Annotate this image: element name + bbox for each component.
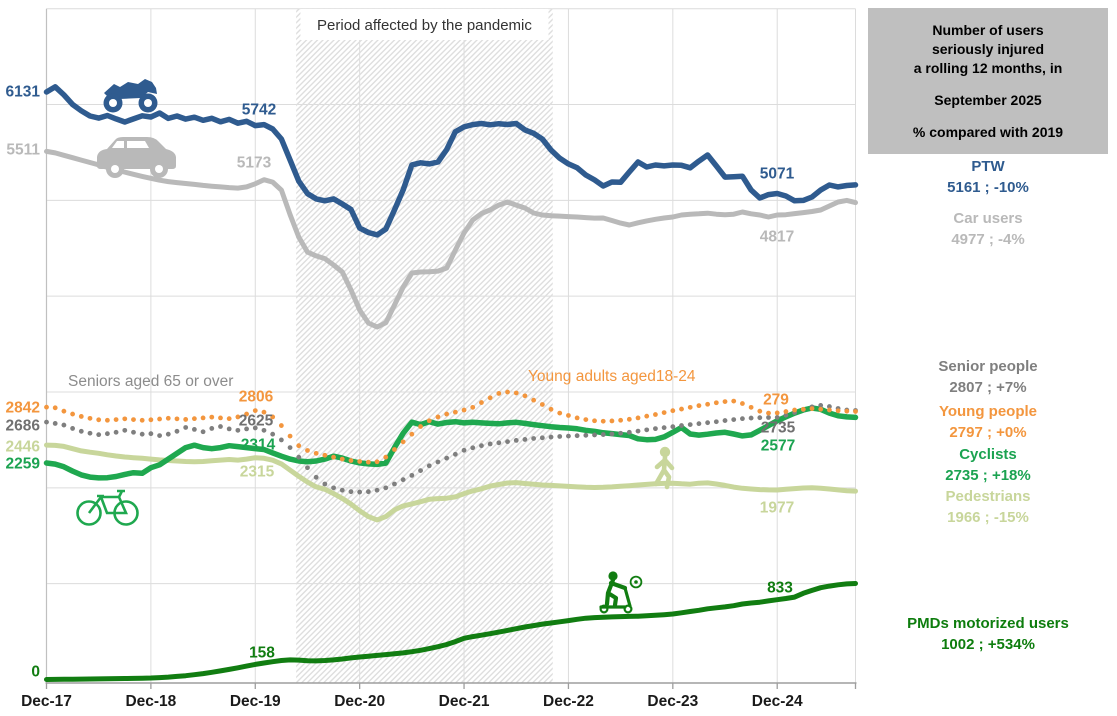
bicycle-icon bbox=[76, 489, 139, 526]
motorcycle-icon bbox=[103, 79, 158, 113]
legend-item-young: Young people 2797 ; +0% bbox=[868, 401, 1108, 443]
series-seniors bbox=[44, 403, 858, 495]
x-tick-label: Dec-17 bbox=[21, 693, 72, 710]
value-label: 2686 bbox=[6, 418, 41, 435]
pandemic-label: Period affected by the pandemic bbox=[300, 9, 549, 40]
value-label: 2259 bbox=[6, 456, 41, 473]
value-label: 158 bbox=[249, 645, 275, 662]
legend-value: 1966 ; -15% bbox=[947, 509, 1029, 526]
x-tick-label: Dec-22 bbox=[543, 693, 594, 710]
value-label: 279 bbox=[763, 392, 789, 409]
value-label: 2315 bbox=[240, 464, 275, 481]
legend-value: 5161 ; -10% bbox=[947, 179, 1029, 196]
pandemic-period-band bbox=[296, 8, 553, 684]
series-ptw bbox=[43, 84, 859, 238]
legend-item-pmd: PMDs motorized users 1002 ; +534% bbox=[868, 613, 1108, 655]
x-tick-labels: Dec-17 Dec-18 Dec-19 Dec-20 Dec-21 Dec-22 Dec-… bbox=[21, 693, 803, 710]
legend-panel: Number of users seriously injured a roll… bbox=[868, 0, 1117, 716]
legend-label: Senior people bbox=[938, 358, 1038, 375]
value-label: 6131 bbox=[6, 84, 41, 101]
legend-header-box: Number of users seriously injured a roll… bbox=[868, 8, 1108, 154]
header-line: Number of users bbox=[932, 21, 1044, 38]
legend-item-seniors: Senior people 2807 ; +7% bbox=[868, 356, 1108, 398]
series-young bbox=[44, 389, 858, 465]
legend-item-ptw: PTW 5161 ; -10% bbox=[868, 156, 1108, 198]
series-car bbox=[44, 148, 858, 330]
series-pmd bbox=[44, 581, 858, 682]
legend-label: Cyclists bbox=[959, 446, 1017, 463]
x-tick-label: Dec-19 bbox=[230, 693, 281, 710]
x-tick-label: Dec-24 bbox=[752, 693, 803, 710]
x-tick-label: Dec-21 bbox=[439, 693, 490, 710]
header-compare-line: % compared with 2019 bbox=[912, 123, 1064, 140]
inline-series-title: Seniors aged 65 or over bbox=[68, 373, 233, 390]
header-line: a rolling 12 months, in bbox=[913, 59, 1063, 76]
header-line: seriously injured bbox=[931, 40, 1045, 57]
inline-series-title: Young adults aged18-24 bbox=[528, 368, 696, 385]
series-pedestrians bbox=[44, 442, 858, 523]
value-label: 2314 bbox=[241, 437, 276, 454]
value-label: 2625 bbox=[239, 413, 274, 430]
value-label: 833 bbox=[767, 580, 793, 597]
legend-label: Car users bbox=[953, 210, 1023, 227]
value-label: 0 bbox=[31, 664, 40, 681]
value-label: 5742 bbox=[242, 102, 276, 119]
legend-value: 4977 ; -4% bbox=[951, 231, 1025, 248]
value-label: 2577 bbox=[761, 438, 795, 455]
legend-item-cyclists: Cyclists 2735 ; +18% bbox=[868, 444, 1108, 486]
suv-car-icon bbox=[97, 137, 176, 178]
value-label: 2735 bbox=[761, 420, 796, 437]
x-axis bbox=[45, 682, 857, 689]
value-label: 2446 bbox=[6, 439, 41, 456]
value-label: 2806 bbox=[239, 389, 274, 406]
legend-label: Pedestrians bbox=[945, 488, 1031, 505]
legend-value: 1002 ; +534% bbox=[941, 636, 1035, 653]
value-label: 5173 bbox=[237, 155, 272, 172]
x-tick-label: Dec-20 bbox=[334, 693, 385, 710]
series-cyclists bbox=[43, 405, 859, 481]
x-tick-label: Dec-18 bbox=[125, 693, 176, 710]
walking-person-icon bbox=[653, 446, 675, 490]
kick-scooter-rider-icon bbox=[599, 571, 643, 614]
svg-text:Period affected by the pandemi: Period affected by the pandemic bbox=[317, 17, 532, 34]
value-label: 1977 bbox=[760, 500, 794, 517]
chart-icons bbox=[76, 79, 675, 614]
legend-value: 2797 ; +0% bbox=[949, 424, 1027, 441]
value-label: 4817 bbox=[760, 229, 794, 246]
legend-label: PTW bbox=[971, 158, 1005, 175]
legend-value: 2807 ; +7% bbox=[949, 379, 1027, 396]
value-label: 5071 bbox=[760, 166, 795, 183]
legend-item-pedestrians: Pedestrians 1966 ; -15% bbox=[868, 486, 1108, 528]
legend-label: PMDs motorized users bbox=[907, 615, 1069, 632]
header-date-line: September 2025 bbox=[934, 91, 1042, 108]
x-tick-label: Dec-23 bbox=[647, 693, 698, 710]
legend-value: 2735 ; +18% bbox=[945, 467, 1031, 484]
value-label: 5511 bbox=[6, 142, 40, 159]
legend-label: Young people bbox=[938, 403, 1038, 420]
legend-item-car: Car users 4977 ; -4% bbox=[868, 208, 1108, 250]
value-label: 2842 bbox=[6, 400, 40, 417]
